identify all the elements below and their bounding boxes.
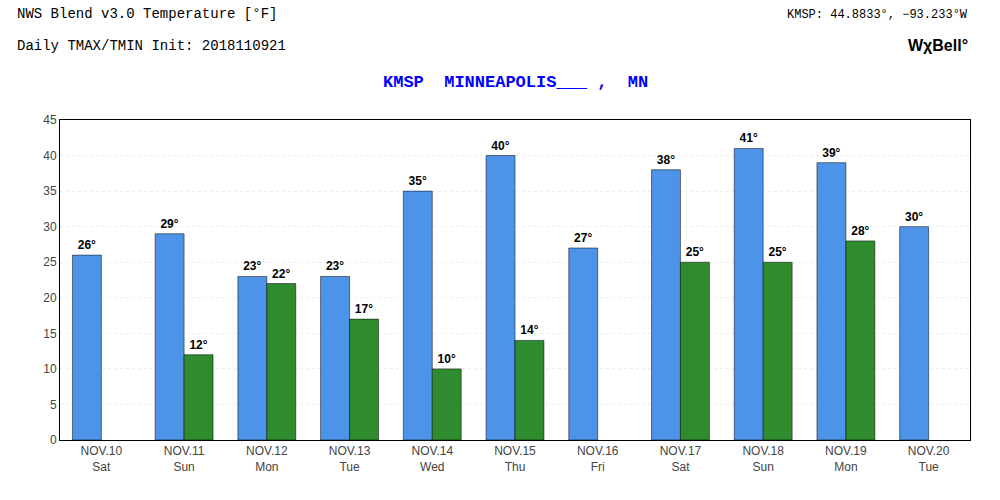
svg-text:NOV.19Mon: NOV.19Mon xyxy=(825,444,867,474)
svg-text:25°: 25° xyxy=(686,245,704,259)
svg-text:10: 10 xyxy=(43,362,57,376)
svg-text:NOV.16Fri: NOV.16Fri xyxy=(577,444,619,474)
svg-text:35°: 35° xyxy=(409,174,427,188)
svg-text:45: 45 xyxy=(43,113,57,127)
svg-text:Daily TMAX/TMIN Init: 20181109: Daily TMAX/TMIN Init: 2018110921 xyxy=(17,38,286,54)
svg-text:KMSP MINNEAPOLIS___ , MN: KMSP MINNEAPOLIS___ , MN xyxy=(383,73,648,92)
svg-text:20: 20 xyxy=(43,291,57,305)
svg-text:NOV.15Thu: NOV.15Thu xyxy=(494,444,536,474)
svg-text:5: 5 xyxy=(50,398,57,412)
svg-text:38°: 38° xyxy=(657,153,675,167)
svg-text:39°: 39° xyxy=(822,146,840,160)
svg-text:25°: 25° xyxy=(768,245,786,259)
svg-text:28°: 28° xyxy=(851,224,869,238)
svg-text:27°: 27° xyxy=(574,231,592,245)
svg-text:NOV.10Sat: NOV.10Sat xyxy=(81,444,123,474)
svg-text:NOV.12Mon: NOV.12Mon xyxy=(246,444,288,474)
svg-text:WχBell°: WχBell° xyxy=(908,37,968,54)
svg-text:NOV.14Wed: NOV.14Wed xyxy=(411,444,453,474)
svg-text:0: 0 xyxy=(50,433,57,447)
svg-text:17°: 17° xyxy=(355,302,373,316)
svg-text:NOV.18Sun: NOV.18Sun xyxy=(742,444,784,474)
svg-text:23°: 23° xyxy=(243,259,261,273)
svg-text:NWS Blend v3.0 Temperature [°F: NWS Blend v3.0 Temperature [°F] xyxy=(17,6,277,22)
svg-text:35: 35 xyxy=(43,184,57,198)
svg-text:25: 25 xyxy=(43,255,57,269)
svg-text:NOV.17Sat: NOV.17Sat xyxy=(660,444,702,474)
svg-text:NOV.20Tue: NOV.20Tue xyxy=(908,444,950,474)
svg-text:15: 15 xyxy=(43,327,57,341)
svg-text:23°: 23° xyxy=(326,259,344,273)
svg-text:40: 40 xyxy=(43,149,57,163)
svg-text:NOV.13Tue: NOV.13Tue xyxy=(329,444,371,474)
svg-text:NOV.11Sun: NOV.11Sun xyxy=(164,444,205,474)
svg-text:12°: 12° xyxy=(189,338,207,352)
svg-text:30: 30 xyxy=(43,220,57,234)
svg-text:41°: 41° xyxy=(740,131,758,145)
svg-text:22°: 22° xyxy=(272,267,290,281)
svg-text:40°: 40° xyxy=(491,139,509,153)
svg-text:10°: 10° xyxy=(438,352,456,366)
svg-text:29°: 29° xyxy=(160,217,178,231)
svg-text:14°: 14° xyxy=(520,323,538,337)
svg-text:KMSP: 44.8833°, −93.233°W: KMSP: 44.8833°, −93.233°W xyxy=(787,8,968,22)
svg-text:26°: 26° xyxy=(78,238,96,252)
svg-text:30°: 30° xyxy=(905,210,923,224)
